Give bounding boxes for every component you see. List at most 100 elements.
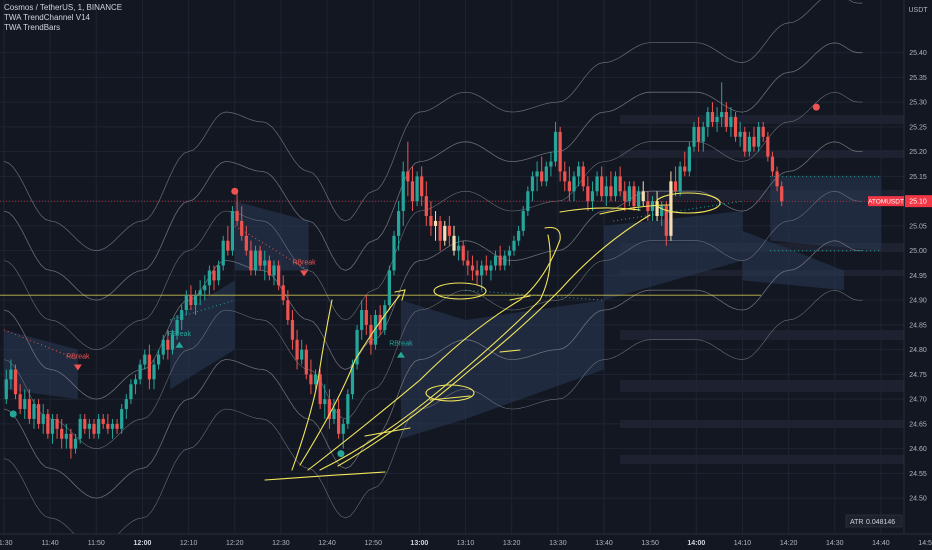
candle-body bbox=[189, 295, 193, 306]
time-axis-bg bbox=[0, 534, 932, 550]
candle-body bbox=[503, 255, 507, 266]
atr-value: 0.048146 bbox=[866, 519, 895, 526]
background-bands bbox=[620, 115, 904, 464]
x-tick-11: 13:20 bbox=[503, 540, 521, 547]
candle-body bbox=[540, 171, 544, 182]
candle-48 bbox=[226, 225, 230, 256]
candle-122 bbox=[567, 166, 571, 202]
candle-49 bbox=[230, 206, 235, 256]
candle-body bbox=[632, 186, 636, 207]
sell-arrow-1 bbox=[300, 270, 308, 277]
candle-body bbox=[152, 364, 156, 380]
candle-body bbox=[623, 191, 627, 202]
candle-body bbox=[337, 409, 341, 434]
candle-body bbox=[526, 191, 530, 212]
candle-body bbox=[258, 250, 262, 266]
candle-body bbox=[272, 265, 276, 276]
indicator-trend-channel[interactable]: TWA TrendChannel V14 bbox=[4, 13, 90, 22]
x-tick-8: 12:50 bbox=[364, 540, 382, 547]
candle-47 bbox=[221, 235, 225, 271]
candle-159 bbox=[738, 121, 742, 147]
candle-body bbox=[286, 300, 290, 320]
channel-fill-0 bbox=[4, 329, 78, 400]
candle-125 bbox=[581, 161, 585, 192]
candle-body bbox=[41, 414, 45, 424]
candle-66 bbox=[309, 359, 313, 395]
candle-42 bbox=[198, 280, 202, 306]
indicator-trend-bars[interactable]: TWA TrendBars bbox=[4, 23, 61, 32]
candle-13 bbox=[64, 423, 68, 449]
candle-67 bbox=[313, 369, 318, 390]
candle-body bbox=[267, 260, 271, 276]
candle-body bbox=[18, 394, 22, 410]
candle-152 bbox=[706, 107, 710, 137]
candle-134 bbox=[623, 181, 627, 212]
candle-20 bbox=[97, 414, 101, 439]
candle-153 bbox=[710, 102, 715, 127]
candle-body bbox=[660, 206, 664, 216]
candle-50 bbox=[235, 191, 239, 226]
candle-147 bbox=[683, 151, 687, 177]
candle-62 bbox=[290, 310, 295, 350]
candle-160 bbox=[743, 126, 747, 157]
channel-fill-5 bbox=[604, 211, 743, 301]
channel-line-1 bbox=[3, 240, 863, 499]
candle-body bbox=[115, 423, 119, 429]
candle-114 bbox=[530, 171, 535, 202]
candle-body bbox=[355, 329, 359, 365]
candle-body bbox=[747, 136, 751, 152]
candle-body bbox=[230, 211, 235, 251]
candle-body bbox=[221, 240, 225, 266]
candle-74 bbox=[346, 389, 350, 429]
x-tick-9: 13:00 bbox=[410, 540, 428, 547]
y-tick-11: 24.85 bbox=[909, 322, 927, 329]
candle-16 bbox=[78, 414, 82, 444]
y-tick-9: 24.95 bbox=[909, 273, 927, 280]
candle-body bbox=[97, 418, 101, 434]
candle-9 bbox=[46, 409, 50, 439]
candle-154 bbox=[715, 107, 719, 132]
candle-body bbox=[281, 285, 285, 301]
candle-body bbox=[360, 310, 364, 330]
candle-155 bbox=[720, 82, 724, 127]
candle-body bbox=[401, 171, 405, 212]
candle-body bbox=[147, 354, 151, 380]
candle-117 bbox=[544, 161, 548, 187]
symbol-title[interactable]: Cosmos / TetherUS, 1, BINANCE bbox=[4, 3, 123, 12]
x-tick-1: 11:40 bbox=[42, 540, 59, 547]
candle-95 bbox=[443, 220, 447, 246]
signal-label-0: RBreak bbox=[66, 354, 90, 361]
candle-body bbox=[170, 334, 175, 350]
candle-130 bbox=[604, 176, 608, 207]
candle-body bbox=[724, 112, 728, 127]
candle-23 bbox=[110, 418, 115, 439]
pivot-dot-0 bbox=[231, 187, 239, 195]
candle-body bbox=[780, 186, 784, 202]
candle-body bbox=[687, 146, 691, 172]
candle-body bbox=[521, 211, 525, 231]
symbol-tag-bg bbox=[868, 196, 904, 207]
candle-body bbox=[87, 423, 91, 429]
candle-100 bbox=[466, 250, 470, 276]
candle-body bbox=[627, 186, 631, 202]
candle-body bbox=[78, 418, 82, 439]
candle-body bbox=[733, 117, 738, 137]
candle-145 bbox=[673, 166, 678, 197]
candle-body bbox=[641, 191, 645, 202]
candle-body bbox=[429, 216, 433, 226]
candle-156 bbox=[724, 102, 728, 132]
candle-128 bbox=[595, 171, 599, 197]
candle-119 bbox=[553, 121, 558, 167]
candle-68 bbox=[318, 369, 322, 410]
candle-body bbox=[64, 433, 68, 439]
candle-113 bbox=[526, 186, 530, 216]
candle-body bbox=[420, 176, 424, 197]
channel-fill-3 bbox=[400, 300, 466, 439]
y-tick-18: 24.50 bbox=[909, 496, 927, 503]
candle-14 bbox=[69, 428, 73, 459]
x-tick-6: 12:30 bbox=[272, 540, 290, 547]
candle-148 bbox=[687, 141, 691, 177]
candle-body bbox=[452, 235, 456, 251]
candle-150 bbox=[697, 117, 701, 152]
